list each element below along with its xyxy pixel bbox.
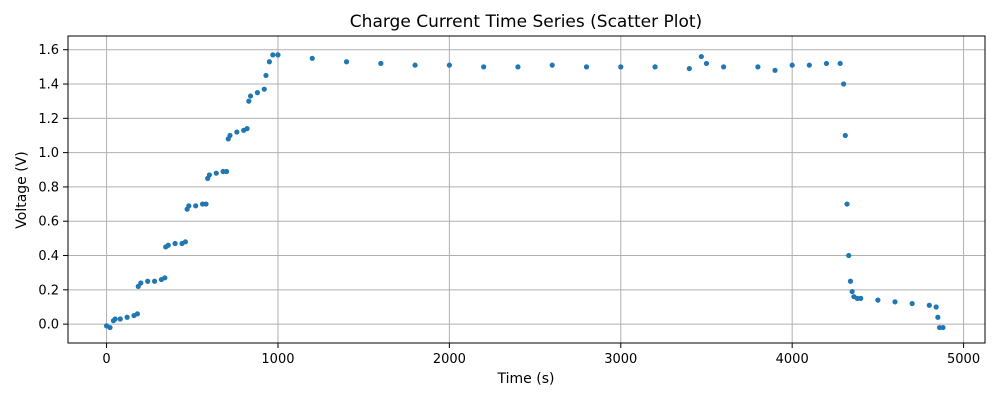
- data-point: [246, 98, 252, 104]
- data-point: [698, 53, 704, 60]
- data-point: [875, 297, 881, 303]
- data-point: [926, 302, 932, 308]
- data-point: [721, 64, 727, 70]
- data-point: [244, 126, 250, 132]
- x-tick-label: 1000: [261, 352, 294, 367]
- data-point: [124, 314, 130, 320]
- data-point: [343, 59, 350, 65]
- data-point: [138, 280, 144, 286]
- data-point: [858, 295, 864, 302]
- data-point: [206, 172, 213, 178]
- x-tick-label: 2000: [433, 352, 466, 367]
- plot-area-frame: [67, 35, 986, 344]
- data-point: [182, 239, 189, 245]
- data-point: [755, 64, 761, 70]
- data-point: [254, 90, 260, 96]
- y-tick-label: 1.0: [38, 146, 59, 161]
- data-point: [652, 64, 658, 70]
- data-point: [172, 240, 178, 247]
- y-axis-label: Voltage (V): [14, 151, 30, 228]
- grid-lines: [68, 36, 985, 343]
- y-tick-label: 0.8: [38, 180, 59, 195]
- data-point: [247, 93, 254, 99]
- y-tick-label: 1.6: [38, 43, 59, 58]
- data-point: [203, 201, 209, 207]
- data-point: [446, 62, 452, 68]
- y-tick-label: 0.0: [38, 318, 59, 333]
- data-point: [145, 278, 151, 284]
- data-point: [847, 278, 854, 284]
- y-tick-label: 1.2: [38, 112, 59, 127]
- data-point: [940, 324, 946, 331]
- data-point: [227, 132, 233, 139]
- data-point: [234, 129, 240, 135]
- data-point: [703, 60, 710, 67]
- y-tick-label: 1.4: [38, 78, 59, 93]
- data-point: [275, 52, 281, 58]
- data-point: [270, 52, 276, 58]
- data-point: [909, 300, 915, 307]
- x-tick-label: 5000: [947, 352, 980, 367]
- y-tick-label: 0.4: [38, 249, 59, 264]
- data-point: [263, 72, 269, 79]
- data-point: [261, 86, 267, 92]
- data-point: [686, 65, 692, 72]
- chart-title: Charge Current Time Series (Scatter Plot…: [350, 12, 702, 32]
- data-point: [837, 60, 843, 67]
- y-tick-label: 0.2: [38, 283, 59, 298]
- data-point: [162, 275, 168, 281]
- x-tick-label: 4000: [776, 352, 809, 367]
- x-axis-ticks: 0 1000 2000 3000 4000 5000: [102, 343, 980, 367]
- data-point: [842, 132, 848, 139]
- data-point: [223, 168, 230, 175]
- data-point: [849, 288, 855, 295]
- x-tick-label: 3000: [604, 352, 637, 367]
- data-point: [134, 311, 141, 317]
- data-point: [892, 299, 898, 305]
- data-point: [844, 201, 850, 207]
- data-point: [266, 59, 272, 65]
- data-point: [840, 81, 847, 87]
- data-point: [772, 67, 778, 73]
- data-point: [933, 304, 939, 310]
- data-point: [193, 203, 199, 209]
- data-point: [618, 64, 624, 70]
- x-tick-label: 0: [102, 352, 110, 367]
- data-point: [846, 252, 852, 259]
- data-point: [117, 316, 123, 322]
- data-point: [186, 203, 192, 209]
- data-point: [112, 316, 118, 322]
- data-point: [935, 314, 941, 320]
- data-point: [583, 64, 590, 70]
- data-point: [823, 60, 830, 67]
- data-point: [515, 64, 521, 70]
- data-point: [789, 62, 795, 68]
- data-point: [378, 60, 384, 67]
- y-axis-ticks: 0.0 0.2 0.4 0.6 0.8 1.0 1.2 1.4 1.6: [38, 43, 68, 333]
- data-point: [309, 55, 315, 61]
- data-point: [107, 324, 113, 331]
- data-point: [213, 170, 219, 176]
- data-points: [103, 52, 946, 331]
- y-tick-label: 0.6: [38, 215, 59, 230]
- data-point: [412, 62, 418, 68]
- data-point: [481, 64, 487, 70]
- data-point: [165, 242, 171, 248]
- data-point: [806, 62, 812, 68]
- x-axis-label: Time (s): [497, 371, 555, 387]
- data-point: [151, 278, 158, 284]
- data-point: [549, 62, 555, 68]
